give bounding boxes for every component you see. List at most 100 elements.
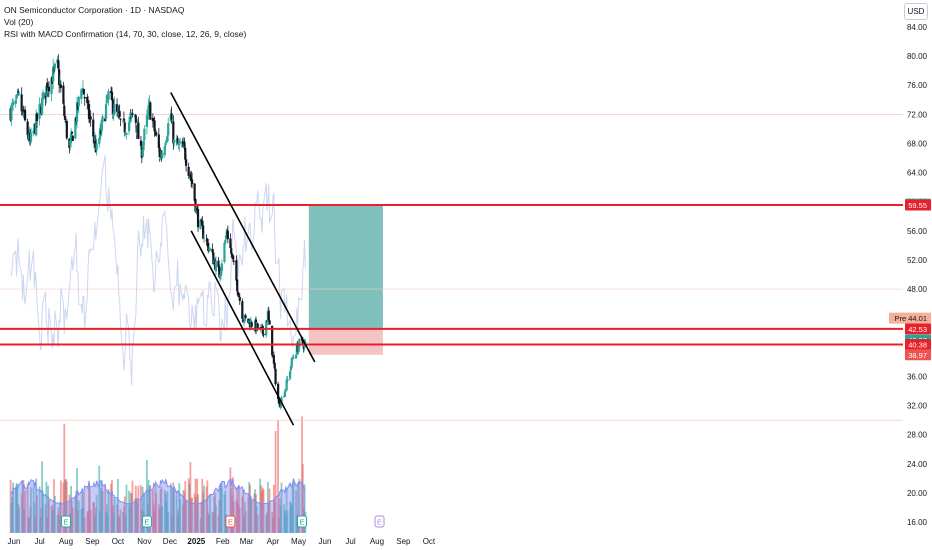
price-label-text: 42.53: [908, 325, 927, 334]
candle-body: [69, 133, 73, 144]
candle-body: [261, 326, 264, 334]
candle-body: [161, 152, 164, 159]
price-label-tag: [905, 349, 931, 361]
volume-bar: [76, 468, 78, 533]
candle-body: [65, 120, 68, 139]
volume-bar: [104, 485, 107, 533]
x-tick-label: Aug: [59, 537, 73, 546]
candle-body: [29, 132, 33, 142]
candle-body: [10, 105, 13, 121]
volume-bar: [141, 486, 144, 533]
candle-body: [304, 341, 307, 344]
earnings-icon: [225, 515, 236, 528]
candle-body: [121, 120, 125, 122]
candle-body: [166, 135, 169, 142]
candle-body: [176, 137, 179, 145]
candle-body: [199, 219, 202, 230]
earnings-label: E: [377, 518, 382, 527]
candle-body: [147, 104, 150, 115]
x-tick-label: Sep: [396, 537, 411, 546]
candle-body: [297, 345, 300, 353]
candle-body: [75, 102, 79, 122]
volume-bar: [42, 491, 44, 533]
candle-body: [71, 135, 74, 141]
horizontal-levels: [0, 203, 903, 346]
candle-body: [242, 320, 245, 323]
volume-bar: [256, 515, 259, 533]
volume-bar: [48, 500, 50, 533]
volume-bar: [155, 492, 158, 533]
symbol-title[interactable]: ON Semiconductor Corporation · 1D · NASD…: [4, 5, 185, 15]
candle-body: [35, 113, 39, 121]
y-tick-label: 84.00: [907, 23, 928, 32]
volume-bar: [140, 509, 143, 533]
volume-bar: [292, 479, 295, 533]
earnings-label: E: [144, 518, 149, 527]
candle-body: [163, 146, 166, 156]
volume-bar: [224, 490, 227, 533]
candle-body: [32, 130, 35, 134]
earnings-icon: [60, 515, 71, 528]
candle-body: [219, 274, 222, 280]
volume-bar: [296, 483, 299, 533]
x-tick-label: Jul: [34, 537, 44, 546]
rsi-indicator-label[interactable]: RSI with MACD Confirmation (14, 70, 30, …: [4, 29, 247, 39]
earnings-label: E: [299, 518, 304, 527]
candle-body: [89, 116, 92, 120]
volume-bar: [60, 480, 62, 533]
candle-body: [164, 143, 167, 146]
candle-body: [57, 60, 60, 69]
volume-bar: [167, 512, 170, 533]
candle-body: [105, 95, 108, 104]
candle-body: [58, 69, 61, 86]
candle-body: [242, 321, 246, 323]
candle-body: [137, 122, 140, 139]
volume-bar: [101, 491, 104, 533]
volume-bar: [250, 501, 253, 533]
candle-body: [87, 101, 90, 104]
candle-body: [184, 147, 187, 160]
candle-body: [53, 63, 56, 69]
candle-body: [86, 96, 89, 104]
candle-body: [268, 320, 271, 325]
price-label-tag: [905, 323, 931, 335]
candle-body: [217, 260, 220, 268]
volume-indicator-label[interactable]: Vol (20): [4, 17, 34, 27]
candle-body: [118, 110, 121, 117]
volume-bar: [98, 465, 101, 533]
earnings-label: E: [228, 518, 233, 527]
candle-body: [159, 156, 162, 160]
y-tick-label: 20.00: [907, 489, 928, 498]
candle-body: [153, 120, 156, 132]
candle-body: [283, 391, 287, 397]
candle-body: [142, 140, 145, 151]
candle-body: [230, 248, 233, 254]
candle-body: [125, 132, 128, 135]
volume-bar: [172, 482, 175, 533]
candle-body: [238, 296, 241, 301]
candle-body: [92, 119, 95, 137]
volume-ma-line: [10, 477, 306, 505]
volume-bar: [185, 499, 187, 533]
volume-bar: [143, 494, 146, 533]
price-label-tag: [905, 339, 931, 351]
candle-body: [152, 119, 155, 121]
volume-bar: [173, 488, 176, 533]
volume-bar: [161, 505, 164, 533]
volume-bar: [38, 486, 41, 533]
candle-body: [279, 405, 282, 408]
candle-body: [235, 260, 238, 281]
candle-body: [177, 142, 180, 145]
candle-body: [115, 104, 119, 112]
candle-body: [236, 291, 240, 296]
currency-button[interactable]: USD: [904, 3, 928, 20]
target-zone: [308, 204, 383, 329]
candle-body: [179, 141, 182, 143]
candle-body: [277, 399, 281, 404]
candle-body: [113, 103, 116, 114]
candle-body: [291, 357, 294, 360]
candle-body: [236, 279, 239, 292]
candle-body: [237, 296, 241, 298]
price-axis: 84.0080.0076.0072.0068.0064.0060.0056.00…: [889, 0, 932, 533]
